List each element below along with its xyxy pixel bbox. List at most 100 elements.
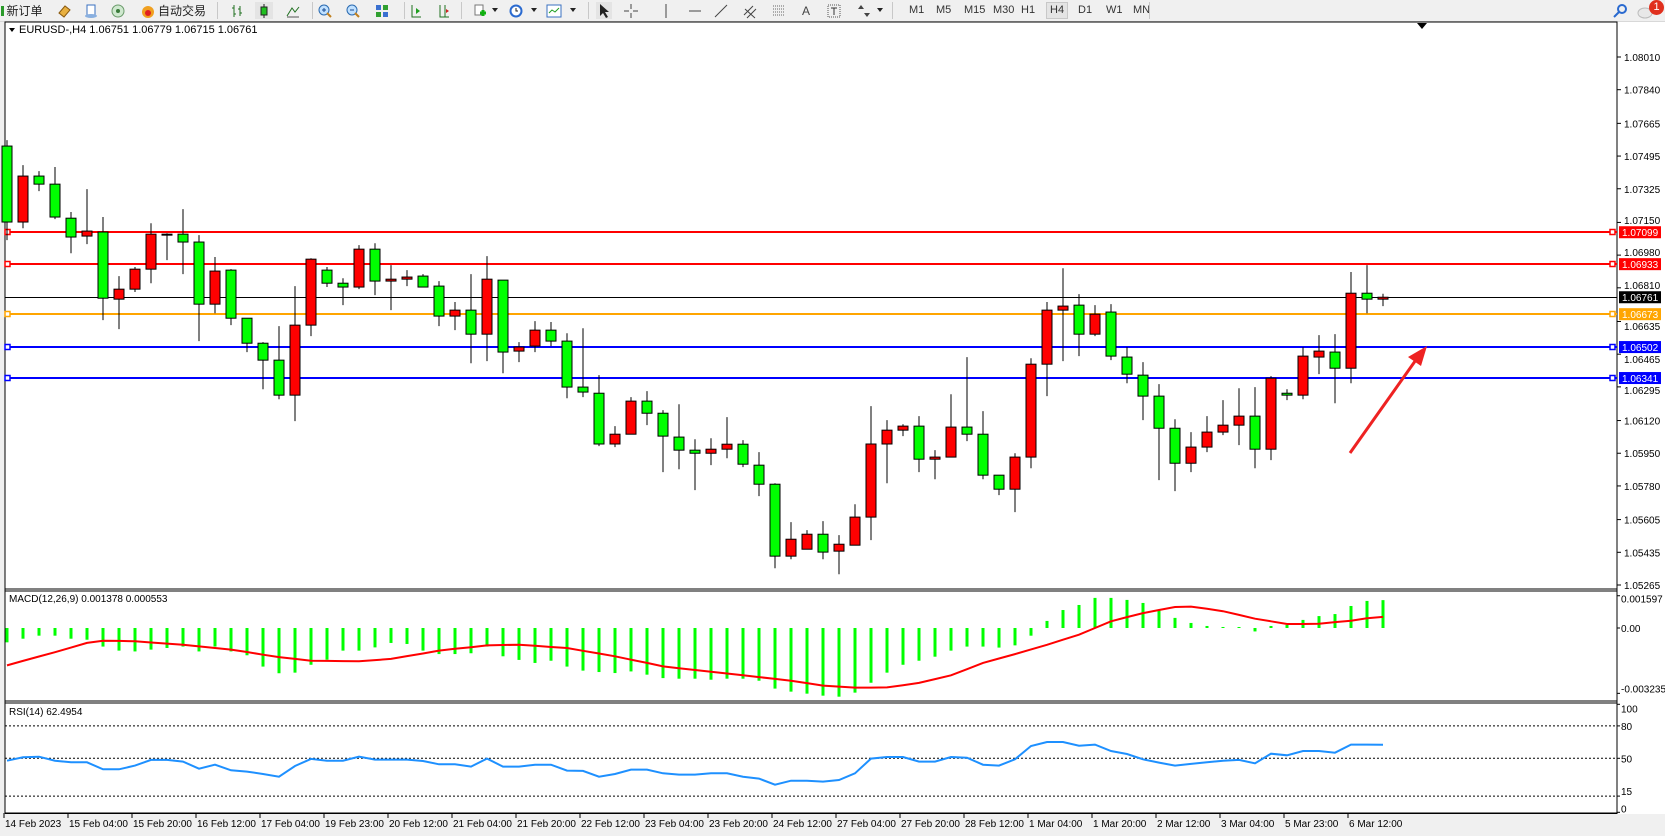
macd-histogram-bar xyxy=(725,628,729,679)
timeframe-h1[interactable]: H1 xyxy=(1021,4,1036,16)
macd-histogram-bar xyxy=(197,628,201,652)
candle xyxy=(465,274,477,364)
line-right-handle-icon[interactable] xyxy=(1609,343,1616,351)
macd-histogram-bar xyxy=(917,628,921,661)
candle xyxy=(1329,334,1341,404)
market-watch-icon[interactable] xyxy=(55,2,73,19)
bid-price-label-bg xyxy=(1619,291,1661,304)
timeframe-w1[interactable]: W1 xyxy=(1106,4,1123,16)
auto-trading-button[interactable]: 自动交易 xyxy=(137,2,209,19)
timeframe-m30[interactable]: M30 xyxy=(993,4,1015,16)
search-icon[interactable] xyxy=(1612,2,1628,19)
text-label-icon[interactable] xyxy=(826,2,842,19)
line-right-handle-icon[interactable] xyxy=(1609,260,1616,268)
candle-body xyxy=(209,270,221,305)
candlestick-chart-icon[interactable] xyxy=(255,2,273,19)
candle-body xyxy=(561,340,573,388)
time-axis: 14 Feb 2023 15 Feb 04:00 15 Feb 20:00 16 Fe… xyxy=(3,813,1617,830)
timeframe-d1[interactable]: D1 xyxy=(1078,4,1093,16)
candle-body xyxy=(17,175,29,223)
zoom-in-icon[interactable] xyxy=(316,2,334,19)
line-price-label-bg xyxy=(1619,308,1661,321)
crosshair-icon[interactable] xyxy=(623,2,639,19)
line-price-label: 1.06502 xyxy=(1622,343,1659,354)
candle-body xyxy=(705,448,717,454)
candle xyxy=(1153,384,1165,481)
line-right-handle-icon[interactable] xyxy=(1609,228,1616,236)
price-tick-label: 1.07840 xyxy=(1624,86,1661,97)
vertical-line-icon[interactable] xyxy=(658,2,674,19)
time-label: 23 Feb 20:00 xyxy=(709,819,768,830)
chart-shift-icon[interactable] xyxy=(435,2,453,19)
auto-scroll-icon[interactable] xyxy=(407,2,425,19)
candle xyxy=(497,279,509,374)
rsi-axis-label: 50 xyxy=(1621,754,1633,765)
indicators-icon[interactable] xyxy=(471,2,489,19)
candle xyxy=(177,209,189,275)
templates-icon[interactable] xyxy=(545,2,563,19)
arrows-icon[interactable] xyxy=(856,2,872,19)
periods-dropdown-icon[interactable] xyxy=(531,8,537,12)
candle-body xyxy=(865,443,877,518)
candle xyxy=(849,504,861,546)
timeframe-mn[interactable]: MN xyxy=(1133,4,1151,16)
trendline-icon[interactable] xyxy=(713,2,729,19)
line-right-handle-icon[interactable] xyxy=(1609,310,1616,318)
equidistant-channel-icon[interactable] xyxy=(743,2,759,19)
indicators-dropdown-icon[interactable] xyxy=(492,8,498,12)
fibonacci-icon[interactable] xyxy=(771,2,787,19)
cursor-icon[interactable] xyxy=(596,2,612,19)
candle-body xyxy=(1329,351,1341,369)
time-label: 24 Feb 12:00 xyxy=(773,819,832,830)
macd-histogram-bar xyxy=(85,628,89,640)
macd-histogram-bar xyxy=(21,628,25,639)
candle-body xyxy=(241,317,253,344)
candle-body xyxy=(401,276,413,280)
macd-histogram-bar xyxy=(693,628,697,679)
line-chart-icon[interactable] xyxy=(284,2,302,19)
timeframe-m1[interactable]: M1 xyxy=(909,4,925,16)
timeframe-m5[interactable]: M5 xyxy=(936,4,952,16)
chart-shift-marker-icon[interactable] xyxy=(1417,23,1427,29)
candle-body xyxy=(465,309,477,335)
candle xyxy=(1201,416,1213,453)
candle xyxy=(1169,419,1181,492)
candle-body xyxy=(1313,350,1325,358)
line-price-label-bg xyxy=(1619,372,1661,385)
time-label: 5 Mar 23:00 xyxy=(1285,819,1339,830)
macd-histogram-bar xyxy=(677,628,681,679)
timeframe-m15[interactable]: M15 xyxy=(964,4,986,16)
arrows-dropdown-icon[interactable] xyxy=(877,8,883,12)
new-order-button[interactable]: 新订单 xyxy=(0,2,44,19)
rsi-line xyxy=(6,741,1384,786)
line-left-handle-icon[interactable] xyxy=(4,260,11,268)
macd-histogram-bar xyxy=(373,628,377,648)
line-left-handle-icon[interactable] xyxy=(4,310,11,318)
macd-histogram-bar xyxy=(965,628,969,647)
text-tool-icon[interactable]: A xyxy=(801,3,810,18)
candle-body xyxy=(737,443,749,465)
line-right-handle-icon[interactable] xyxy=(1609,374,1616,382)
periods-clock-icon[interactable] xyxy=(507,2,525,19)
timeframe-h4[interactable]: H4 xyxy=(1046,2,1069,19)
tile-windows-icon[interactable] xyxy=(373,2,391,19)
line-left-handle-icon[interactable] xyxy=(4,343,11,351)
candle-body xyxy=(1377,296,1389,300)
zoom-out-icon[interactable] xyxy=(344,2,362,19)
candle-body xyxy=(33,175,45,185)
candle xyxy=(209,257,221,314)
candle xyxy=(1,140,13,241)
red-arrow-annotation[interactable] xyxy=(1348,346,1427,454)
price-tick-label: 1.07665 xyxy=(1624,119,1661,130)
macd-histogram-bar xyxy=(5,628,9,643)
navigator-icon[interactable] xyxy=(109,2,127,19)
candle xyxy=(1025,358,1037,469)
templates-dropdown-icon[interactable] xyxy=(570,8,576,12)
bar-chart-icon[interactable] xyxy=(228,2,246,19)
horizontal-line-icon[interactable] xyxy=(687,2,703,19)
candle-body xyxy=(1041,309,1053,365)
macd-histogram-bar xyxy=(821,628,825,696)
candle-body xyxy=(353,248,365,288)
line-left-handle-icon[interactable] xyxy=(4,374,11,382)
data-window-icon[interactable] xyxy=(82,2,100,19)
